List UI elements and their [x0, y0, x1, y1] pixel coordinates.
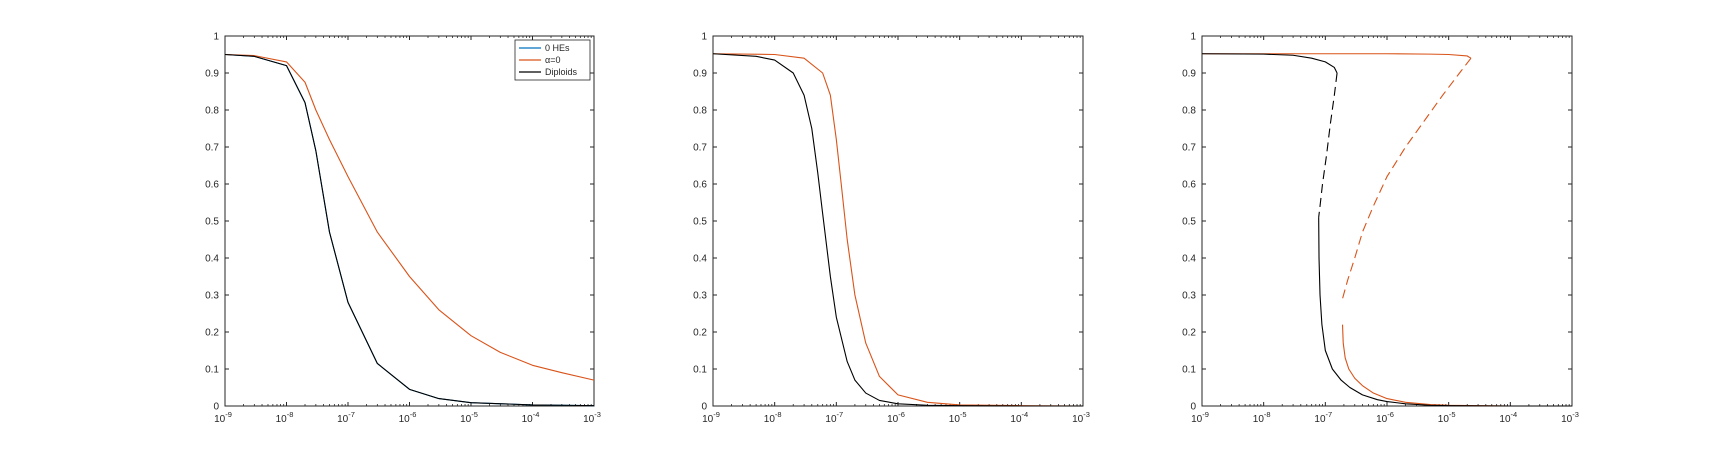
series-line-1 [1202, 53, 1472, 59]
x-tick-label: 10-6 [1376, 410, 1394, 425]
x-tick-label: 10-5 [949, 410, 967, 425]
y-tick-label: 0.3 [693, 291, 707, 302]
plot-area [712, 35, 1084, 407]
series-line-2 [712, 53, 1083, 407]
y-tick-label: 0.5 [1182, 217, 1196, 228]
y-tick-label: 0.3 [205, 291, 219, 302]
y-tick-label: 0.4 [693, 254, 707, 265]
y-tick-label: 0.9 [205, 69, 219, 80]
x-tick-label: 10-8 [764, 410, 782, 425]
y-tick-label: 0.7 [1182, 143, 1196, 154]
x-tick-label: 10-9 [1191, 410, 1209, 425]
x-tick-label: 10-7 [1314, 410, 1332, 425]
x-tick-label: 10-9 [702, 410, 720, 425]
y-tick-label: 0.5 [205, 217, 219, 228]
y-tick-label: 1 [1190, 32, 1196, 43]
x-tick-label: 10-3 [583, 410, 601, 425]
x-tick-label: 10-4 [522, 410, 540, 425]
x-tick-label: 10-5 [460, 410, 478, 425]
y-tick-label: 0 [701, 402, 707, 413]
legend-label: α=0 [545, 55, 560, 65]
x-tick-label: 10-3 [1072, 410, 1090, 425]
x-tick-label: 10-8 [276, 410, 294, 425]
series-line-1 [712, 53, 1084, 407]
y-tick-label: 0.1 [205, 365, 219, 376]
x-tick-label: 10-7 [825, 410, 843, 425]
x-tick-label: 10-9 [214, 410, 232, 425]
y-tick-label: 0 [213, 402, 219, 413]
legend: 0 HEs α=0 Diploids [514, 39, 591, 81]
y-tick-label: 0.4 [1182, 254, 1196, 265]
y-tick-label: 0.2 [693, 328, 707, 339]
x-tick-label: 10-8 [1253, 410, 1271, 425]
legend-label: Diploids [545, 67, 578, 77]
x-tick-label: 10-3 [1561, 410, 1579, 425]
y-tick-label: 0.7 [693, 143, 707, 154]
series-line-4 [1201, 53, 1338, 74]
plot-area [224, 35, 595, 407]
y-tick-label: 0.5 [693, 217, 707, 228]
y-tick-label: 0.8 [1182, 106, 1196, 117]
y-tick-label: 0.9 [693, 69, 707, 80]
legend-label: 0 HEs [545, 43, 570, 53]
y-tick-label: 0.6 [205, 180, 219, 191]
y-tick-label: 0.6 [1182, 180, 1196, 191]
y-tick-label: 0.2 [205, 328, 219, 339]
y-tick-label: 0.1 [1182, 365, 1196, 376]
plot-area [1201, 35, 1573, 407]
y-tick-label: 0.4 [205, 254, 219, 265]
series-line-2 [1341, 57, 1472, 299]
chart-panel-2: 0 0.1 0.2 0.3 0.4 0.5 0.6 0.7 0.8 0.9 1 10-9 10-8 10-… [693, 32, 1090, 426]
x-tick-label: 10-4 [1499, 410, 1517, 425]
y-tick-label: 0.1 [693, 365, 707, 376]
series-line-diploids [224, 53, 595, 407]
x-tick-label: 10-6 [399, 410, 417, 425]
y-tick-label: 0.8 [693, 106, 707, 117]
y-tick-label: 0.7 [205, 143, 219, 154]
chart-panel-3: 0 0.1 0.2 0.3 0.4 0.5 0.6 0.7 0.8 0.9 1 10-9 10-8 10-… [1182, 32, 1579, 426]
series-line-6 [1318, 217, 1572, 407]
chart-panel-1: 0 0.1 0.2 0.3 0.4 0.5 0.6 0.7 0.8 0.9 1 10-9 10-8 10-… [205, 32, 601, 426]
x-tick-label: 10-6 [887, 410, 905, 425]
series-line-α=0 [224, 53, 595, 381]
series-line-5 [1318, 72, 1338, 218]
y-tick-label: 1 [213, 32, 219, 43]
x-tick-label: 10-7 [337, 410, 355, 425]
y-tick-label: 0.9 [1182, 69, 1196, 80]
y-tick-label: 1 [701, 32, 707, 43]
y-tick-label: 0.8 [205, 106, 219, 117]
x-tick-label: 10-4 [1010, 410, 1028, 425]
y-tick-label: 0 [1190, 402, 1196, 413]
y-tick-label: 0.2 [1182, 328, 1196, 339]
y-tick-label: 0.6 [693, 180, 707, 191]
x-tick-label: 10-5 [1438, 410, 1456, 425]
y-tick-label: 0.3 [1182, 291, 1196, 302]
